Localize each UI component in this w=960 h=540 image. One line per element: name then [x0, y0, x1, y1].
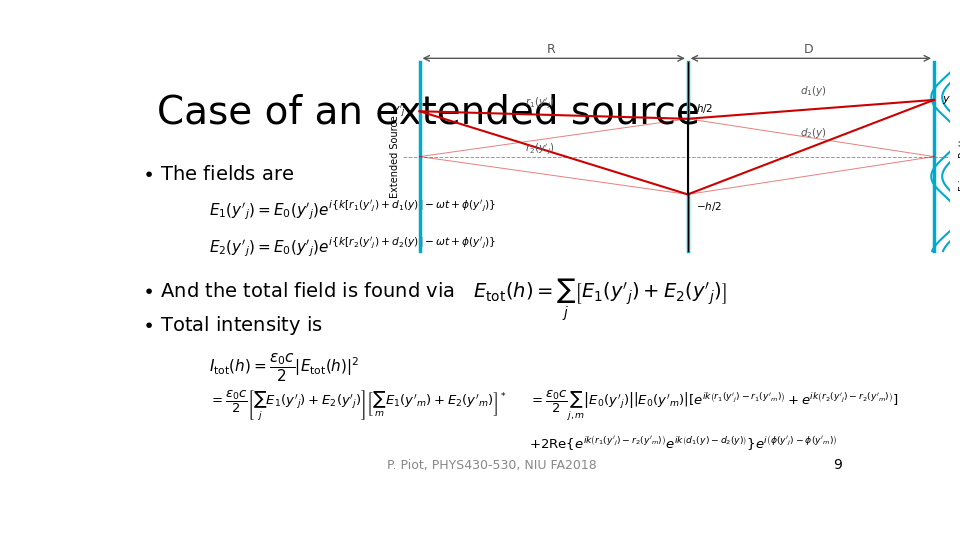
Text: $-h/2$: $-h/2$	[696, 200, 722, 213]
Text: $E_2(y'_j) = E_0(y'_j)e^{i\{k[r_2(y'_j)+d_2(y)]-\omega t+\phi(y'_j)\}}$: $E_2(y'_j) = E_0(y'_j)e^{i\{k[r_2(y'_j)+…	[209, 235, 496, 259]
Text: $y'_j$: $y'_j$	[392, 103, 406, 120]
Text: $\bullet$ The fields are: $\bullet$ The fields are	[142, 165, 295, 184]
Text: $h/2$: $h/2$	[696, 102, 713, 115]
Text: $\bullet$ And the total field is found via   $E_{\mathrm{tot}}(h) = \sum_{j}\lef: $\bullet$ And the total field is found v…	[142, 277, 727, 323]
Text: P. Piot, PHYS430-530, NIU FA2018: P. Piot, PHYS430-530, NIU FA2018	[387, 460, 597, 472]
Text: $d_2(y)$: $d_2(y)$	[801, 126, 827, 140]
Text: R: R	[546, 43, 555, 56]
Text: $+2\mathrm{Re}\left\{e^{ik\left(r_1(y'_j)-r_2(y'_m)\right)}e^{ik\left(d_1(y)-d_2: $+2\mathrm{Re}\left\{e^{ik\left(r_1(y'_j…	[529, 435, 838, 453]
Text: D: D	[804, 43, 813, 56]
Text: 9: 9	[833, 458, 842, 472]
Text: Fringe Pattern: Fringe Pattern	[959, 122, 960, 191]
Text: $r_2(y'_j)$: $r_2(y'_j)$	[525, 141, 555, 156]
Text: Case of an extended source: Case of an extended source	[157, 94, 700, 132]
Text: $\bullet$ Total intensity is: $\bullet$ Total intensity is	[142, 314, 324, 338]
Text: $= \dfrac{\epsilon_0 c}{2}\sum_{j,m}\left|E_0(y'_j)\right|\left|E_0(y'_m)\right|: $= \dfrac{\epsilon_0 c}{2}\sum_{j,m}\lef…	[529, 389, 899, 423]
Text: Extended Source: Extended Source	[391, 115, 400, 198]
Text: $r_1(y'_j)$: $r_1(y'_j)$	[525, 96, 555, 110]
Text: $E_1(y'_j) = E_0(y'_j)e^{i\{k[r_1(y'_j)+d_1(y)]-\omega t+\phi(y'_j)\}}$: $E_1(y'_j) = E_0(y'_j)e^{i\{k[r_1(y'_j)+…	[209, 198, 496, 222]
Text: $d_1(y)$: $d_1(y)$	[801, 84, 827, 98]
Text: $I_{\mathrm{tot}}(h) = \dfrac{\epsilon_0 c}{2}|E_{\mathrm{tot}}(h)|^2$: $I_{\mathrm{tot}}(h) = \dfrac{\epsilon_0…	[209, 352, 360, 384]
Text: $= \dfrac{\epsilon_0 c}{2}\left[\sum_{j} E_1(y'_j) + E_2(y'_j)\right]\left[\sum_: $= \dfrac{\epsilon_0 c}{2}\left[\sum_{j}…	[209, 389, 508, 423]
Text: $y$: $y$	[942, 94, 951, 106]
